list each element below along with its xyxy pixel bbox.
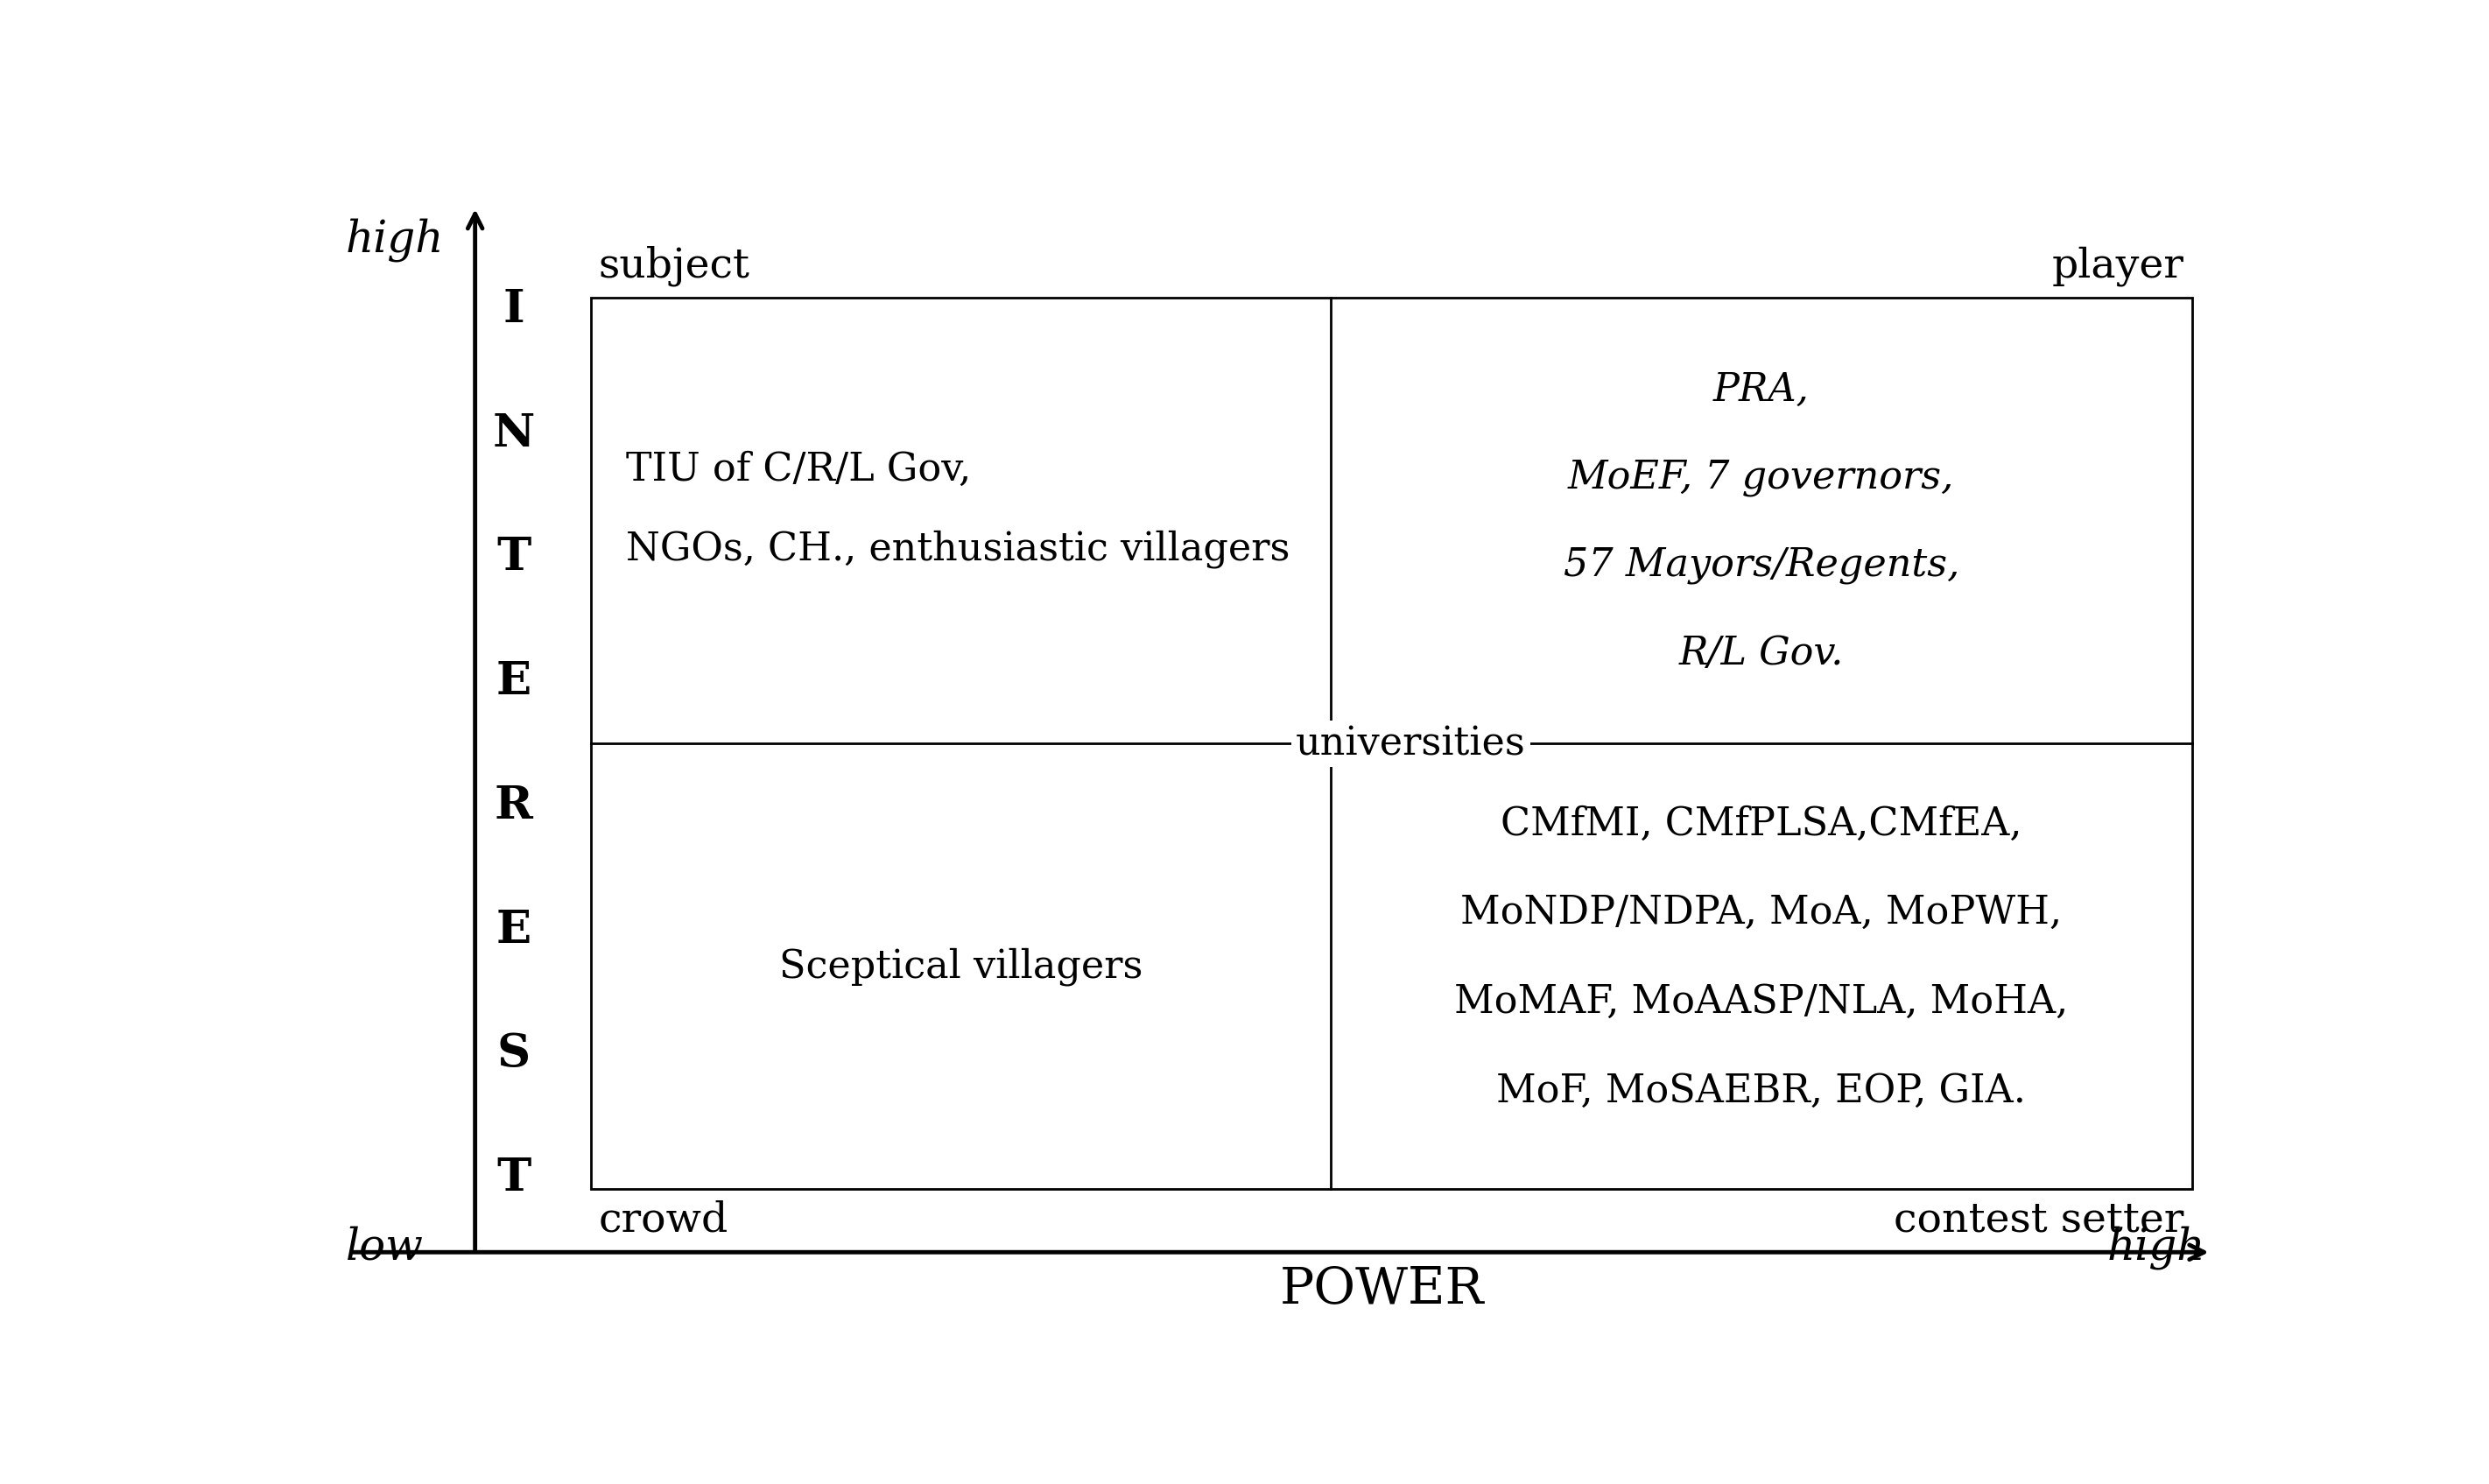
Text: S: S (498, 1031, 530, 1076)
Text: MoMAF, MoAASP/NLA, MoHA,: MoMAF, MoAASP/NLA, MoHA, (1454, 982, 2068, 1021)
Text: MoF, MoSAEBR, EOP, GIA.: MoF, MoSAEBR, EOP, GIA. (1496, 1071, 2026, 1110)
Text: Sceptical villagers: Sceptical villagers (779, 947, 1142, 985)
Text: E: E (495, 659, 530, 703)
Text: R/L Gov.: R/L Gov. (1678, 635, 1844, 672)
Text: high: high (346, 218, 446, 261)
Text: POWER: POWER (1279, 1264, 1483, 1313)
Text: contest setter: contest setter (1894, 1201, 2185, 1241)
Text: TIU of C/R/L Gov,: TIU of C/R/L Gov, (625, 451, 971, 488)
Text: I: I (503, 288, 525, 332)
Text: CMfMI, CMfPLSA,CMfEA,: CMfMI, CMfPLSA,CMfEA, (1501, 804, 2021, 843)
Text: MoNDP/NDPA, MoA, MoPWH,: MoNDP/NDPA, MoA, MoPWH, (1461, 893, 2061, 932)
Text: T: T (495, 1156, 530, 1201)
Text: crowd: crowd (597, 1201, 729, 1241)
Text: R: R (495, 784, 533, 828)
Text: T: T (495, 536, 530, 580)
Text: E: E (495, 908, 530, 953)
Text: 57 Mayors/Regents,: 57 Mayors/Regents, (1563, 546, 1959, 585)
Text: MoEF, 7 governors,: MoEF, 7 governors, (1568, 459, 1954, 496)
Text: subject: subject (597, 246, 749, 286)
Text: player: player (2051, 246, 2185, 286)
Text: universities: universities (1297, 724, 1526, 763)
Text: low: low (346, 1226, 423, 1269)
Text: N: N (493, 411, 535, 456)
Text: PRA,: PRA, (1712, 371, 1810, 408)
Bar (590, 298, 2193, 1189)
Text: high: high (2106, 1226, 2205, 1269)
Text: NGOs, CH., enthusiastic villagers: NGOs, CH., enthusiastic villagers (625, 530, 1289, 568)
